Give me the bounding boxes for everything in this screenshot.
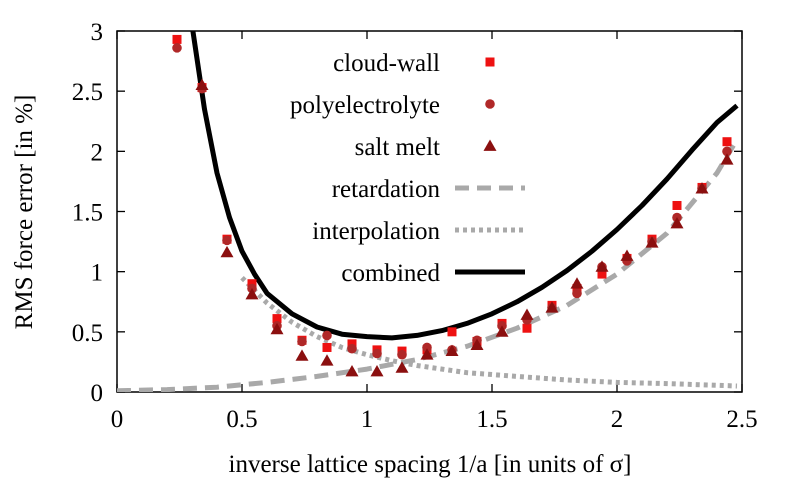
data-point	[220, 245, 234, 258]
plot-frame	[116, 30, 743, 393]
data-point	[247, 279, 257, 289]
data-point	[722, 146, 732, 157]
data-point	[620, 249, 634, 261]
data-point	[322, 330, 332, 341]
data-point	[347, 339, 357, 349]
series-line-combined	[190, 31, 739, 341]
y-tick-label: 2.5	[72, 79, 103, 106]
data-point	[195, 78, 209, 91]
data-point	[570, 277, 584, 289]
data-point	[395, 361, 409, 373]
data-point	[272, 314, 282, 324]
data-point	[720, 153, 734, 165]
data-point	[322, 342, 332, 352]
data-point	[645, 236, 659, 248]
data-point	[347, 343, 357, 354]
legend-label: cloud-wall	[333, 50, 440, 77]
legend-label: retardation	[332, 176, 441, 203]
data-point	[420, 348, 434, 360]
series-line-retardation	[117, 138, 740, 392]
legend-marker	[485, 57, 495, 67]
data-point	[295, 349, 309, 361]
x-tick-label: 1	[361, 406, 374, 433]
x-tick-label: 0	[111, 406, 124, 433]
data-point	[595, 260, 609, 272]
data-point	[597, 269, 607, 279]
legend-marker	[485, 99, 495, 109]
data-point	[222, 235, 232, 246]
data-point	[270, 322, 284, 335]
data-point	[495, 325, 509, 337]
data-point	[722, 137, 732, 147]
data-point	[447, 327, 457, 337]
data-point	[297, 336, 307, 347]
x-tick-label: 2.5	[726, 406, 757, 433]
plot-border	[116, 30, 743, 393]
data-point	[695, 182, 709, 194]
data-point	[470, 338, 484, 350]
legend-label: salt melt	[355, 134, 440, 161]
x-tick-label: 1.5	[476, 406, 507, 433]
data-point	[572, 288, 582, 299]
legend-marker	[483, 139, 497, 151]
data-point	[545, 301, 559, 313]
x-axis-label: inverse lattice spacing 1/a [in units of…	[229, 451, 632, 478]
y-tick-label: 2	[91, 139, 104, 166]
data-point	[445, 344, 459, 356]
series-cloud-wall	[172, 34, 732, 356]
x-tick-label: 2	[611, 406, 624, 433]
data-point	[397, 349, 407, 360]
legend-label: interpolation	[312, 218, 440, 245]
y-tick-label: 0	[91, 380, 104, 407]
series-line-interpolation	[240, 275, 738, 389]
x-tick-label: 0.5	[226, 406, 257, 433]
y-tick-label: 1	[91, 260, 104, 287]
data-point	[245, 288, 259, 300]
legend-label: polyelectrolyte	[290, 92, 440, 119]
series-salt-melt	[195, 78, 734, 377]
y-axis-label: RMS force error [in %]	[11, 95, 38, 330]
data-point	[422, 342, 432, 353]
y-tick-label: 1.5	[72, 200, 103, 227]
data-point	[670, 217, 684, 229]
data-point	[172, 34, 182, 44]
data-point	[320, 354, 334, 366]
data-point	[522, 323, 532, 333]
tick-labels: 0 0.5 1 1.5 2 2.5 0 0.5 1 1.5 2 2.5 3	[72, 19, 758, 433]
legend: cloud-wall polyelectrolyte salt melt retard…	[290, 50, 525, 287]
data-point	[372, 348, 382, 359]
y-tick-label: 0.5	[72, 320, 103, 347]
data-point	[345, 365, 359, 377]
data-point	[370, 365, 384, 377]
data-point	[520, 308, 534, 320]
series-layer	[117, 31, 740, 392]
data-point	[172, 43, 182, 53]
legend-label: combined	[341, 260, 440, 287]
data-point	[672, 200, 682, 210]
y-tick-label: 3	[91, 19, 104, 46]
